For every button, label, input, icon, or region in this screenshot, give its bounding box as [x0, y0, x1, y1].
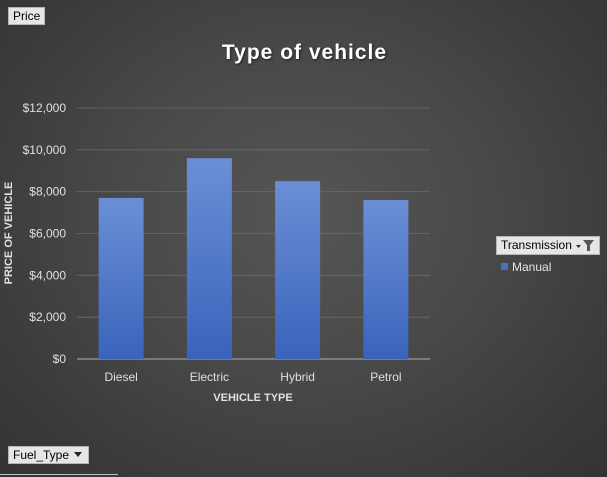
legend-series-label: Manual: [512, 260, 552, 274]
y-tick-label: $8,000: [29, 185, 66, 199]
axis-field-button[interactable]: Fuel_Type: [8, 446, 90, 464]
y-tick-label: $6,000: [29, 227, 66, 241]
y-tick-label: $0: [53, 352, 67, 366]
legend-field-label: Transmission: [501, 238, 572, 252]
bar-hybrid[interactable]: [275, 181, 321, 359]
filter-dropdown-icon[interactable]: [575, 239, 595, 257]
legend-entry: Manual: [501, 260, 551, 275]
x-tick-label: Diesel: [104, 370, 137, 384]
bar-petrol[interactable]: [363, 200, 409, 359]
value-field-button[interactable]: Price: [8, 7, 46, 25]
bar-electric[interactable]: [186, 158, 232, 359]
chevron-down-icon[interactable]: [74, 452, 83, 457]
y-tick-label: $4,000: [29, 268, 66, 282]
y-tick-label: $2,000: [29, 310, 66, 324]
axis-field-label: Fuel_Type: [13, 448, 70, 462]
x-axis-title: VEHICLE TYPE: [213, 392, 292, 404]
x-tick-label: Electric: [190, 370, 229, 384]
y-tick-label: $12,000: [23, 101, 67, 115]
y-axis-title: PRICE OF VEHICLE: [3, 182, 15, 285]
divider: [0, 474, 118, 475]
x-tick-label: Hybrid: [280, 370, 315, 384]
x-tick-label: Petrol: [370, 370, 401, 384]
legend-swatch: [501, 263, 508, 270]
legend-field-button[interactable]: Transmission: [496, 236, 600, 255]
bar-diesel[interactable]: [98, 197, 144, 359]
y-tick-label: $10,000: [23, 143, 67, 157]
chart-title: Type of vehicle: [221, 41, 388, 64]
